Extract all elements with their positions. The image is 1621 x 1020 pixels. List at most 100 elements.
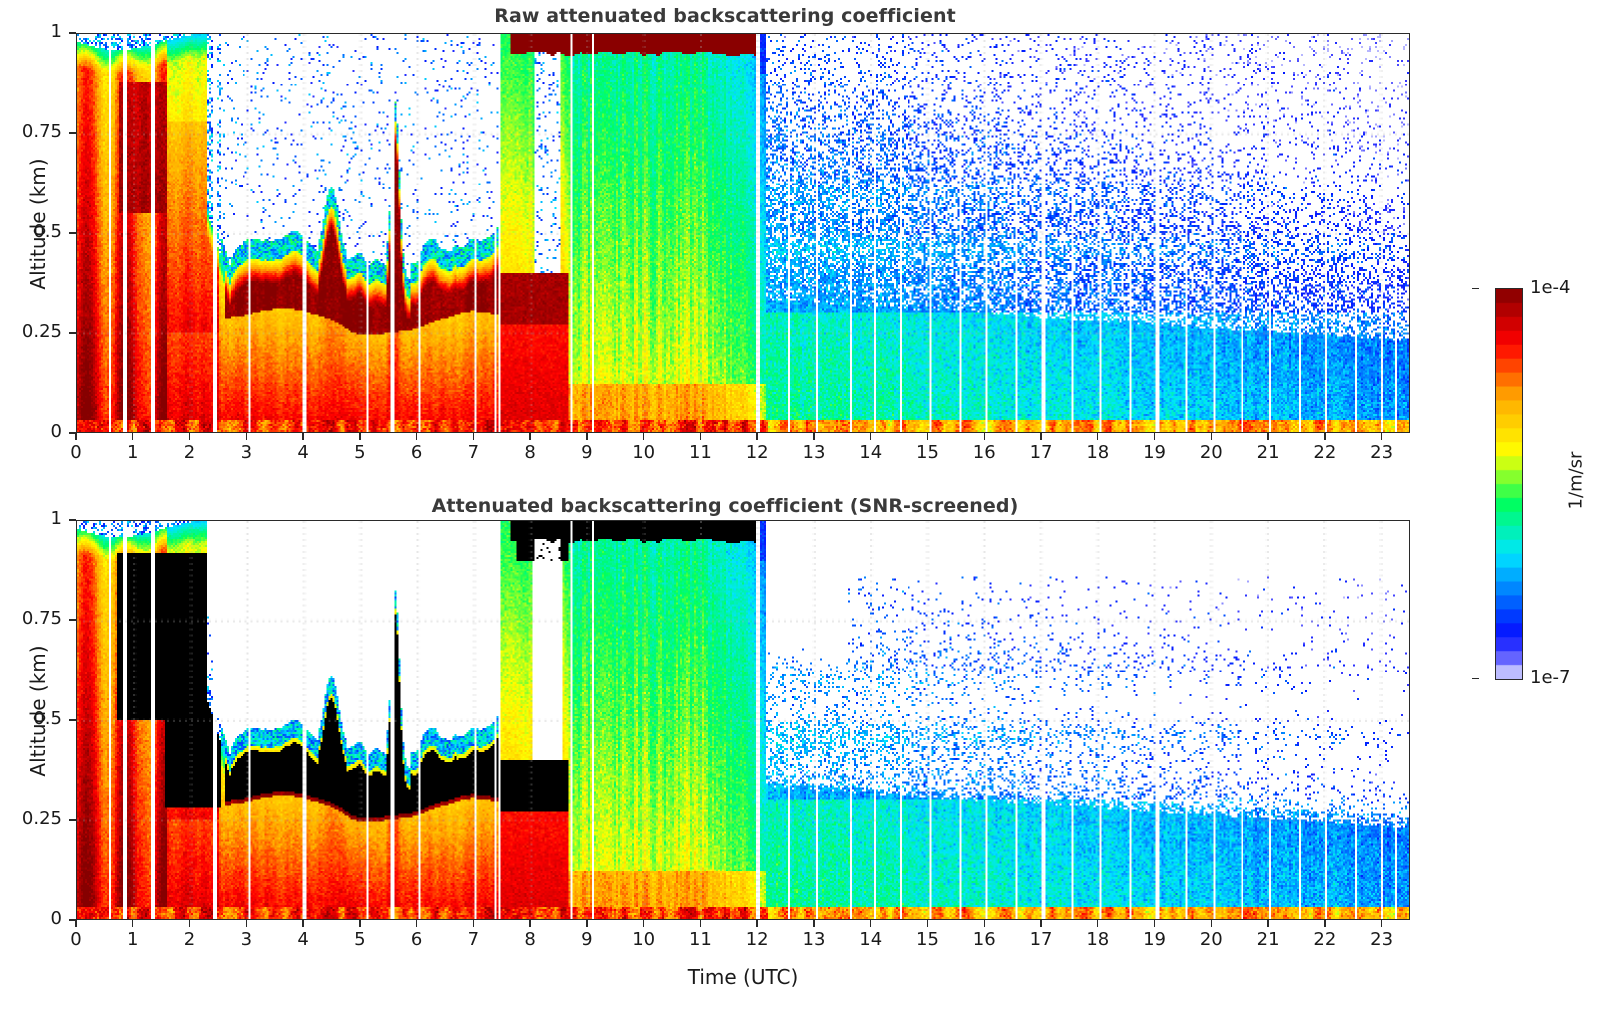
x-tickmark bbox=[529, 920, 531, 927]
panel-screened-plot-area[interactable] bbox=[76, 520, 1410, 920]
x-tickmark bbox=[472, 920, 475, 927]
x-tickmark bbox=[359, 433, 361, 440]
x-tick-label: 18 bbox=[1086, 442, 1110, 463]
x-tickmark bbox=[1210, 920, 1212, 927]
x-tickmark bbox=[1153, 920, 1156, 927]
x-tick-label: 6 bbox=[410, 929, 423, 950]
colorbar: 1e-4 1e-7 1/m/sr bbox=[1472, 277, 1621, 690]
x-tick-label: 6 bbox=[410, 442, 423, 463]
y-tickmark bbox=[69, 332, 76, 334]
x-tick-label: 9 bbox=[581, 929, 593, 950]
x-tick-label: 0 bbox=[70, 442, 82, 463]
y-tick-label: 0 bbox=[50, 421, 62, 442]
panel-screened: Attenuated backscattering coefficient (S… bbox=[0, 487, 1450, 1020]
x-tick-label: 16 bbox=[972, 929, 996, 950]
x-tick-label: 11 bbox=[688, 929, 712, 950]
panel-raw: Raw attenuated backscattering coefficien… bbox=[0, 0, 1450, 480]
x-tickmark bbox=[1097, 920, 1099, 927]
x-tickmark bbox=[1097, 433, 1099, 440]
x-tick-label: 2 bbox=[183, 442, 196, 463]
x-tickmark bbox=[642, 433, 645, 440]
x-tick-label: 14 bbox=[859, 929, 883, 950]
x-tickmark bbox=[983, 920, 985, 927]
x-tick-label: 9 bbox=[581, 442, 593, 463]
x-tickmark bbox=[699, 433, 702, 440]
x-tick-label: 12 bbox=[745, 929, 769, 950]
x-tick-label: 22 bbox=[1313, 442, 1337, 463]
x-tick-label: 10 bbox=[632, 929, 656, 950]
panel-screened-title: Attenuated backscattering coefficient (S… bbox=[431, 495, 1019, 517]
y-tick-label: 0.5 bbox=[33, 221, 62, 242]
x-tickmark bbox=[529, 433, 531, 440]
colorbar-gradient bbox=[1495, 288, 1523, 680]
x-tickmark bbox=[983, 433, 985, 440]
x-tick-label: 14 bbox=[859, 442, 883, 463]
y-tick-label: 0.5 bbox=[33, 708, 62, 729]
x-tickmark bbox=[1267, 920, 1269, 927]
x-tick-label: 20 bbox=[1199, 929, 1223, 950]
y-tickmark bbox=[69, 919, 76, 921]
x-tickmark bbox=[472, 433, 475, 440]
x-tick-label: 19 bbox=[1143, 929, 1166, 950]
x-tick-label: 19 bbox=[1143, 442, 1166, 463]
x-tick-label: 13 bbox=[802, 442, 826, 463]
x-tick-label: 11 bbox=[688, 442, 712, 463]
x-tickmark bbox=[642, 920, 645, 927]
x-tickmark bbox=[415, 433, 418, 440]
x-tick-label: 1 bbox=[127, 442, 139, 463]
x-tickmark bbox=[1267, 433, 1269, 440]
x-tickmark bbox=[245, 433, 247, 440]
x-tickmark bbox=[188, 433, 191, 440]
colorbar-unit-label: 1/m/sr bbox=[1565, 451, 1587, 510]
x-tick-label: 8 bbox=[524, 929, 536, 950]
x-tickmark bbox=[75, 920, 77, 927]
x-tick-label: 15 bbox=[916, 929, 939, 950]
x-tick-label: 2 bbox=[183, 929, 196, 950]
y-tickmark bbox=[69, 32, 76, 34]
y-tickmark bbox=[69, 719, 76, 721]
x-tickmark bbox=[245, 920, 247, 927]
x-tick-label: 5 bbox=[354, 442, 366, 463]
colorbar-max-label: 1e-4 bbox=[1530, 277, 1571, 298]
x-tickmark bbox=[870, 433, 872, 440]
x-tickmark bbox=[586, 920, 588, 927]
y-tick-label: 1 bbox=[50, 508, 62, 529]
x-tick-label: 16 bbox=[972, 442, 996, 463]
x-tick-label: 20 bbox=[1199, 442, 1223, 463]
x-tickmark bbox=[302, 920, 304, 927]
y-tick-label: 0.75 bbox=[21, 608, 62, 629]
y-tickmark bbox=[69, 132, 76, 134]
x-tickmark bbox=[1324, 433, 1326, 440]
x-tickmark bbox=[1040, 920, 1042, 927]
x-tickmark bbox=[1040, 433, 1042, 440]
x-tick-label: 12 bbox=[745, 442, 769, 463]
x-tickmark bbox=[813, 920, 815, 927]
x-tick-label: 10 bbox=[632, 442, 656, 463]
colorbar-tick-min bbox=[1472, 678, 1479, 680]
x-tick-label: 3 bbox=[240, 929, 253, 950]
y-tick-label: 0.75 bbox=[21, 121, 62, 142]
x-tickmark bbox=[188, 920, 191, 927]
x-tick-label: 4 bbox=[297, 929, 309, 950]
x-tick-label: 21 bbox=[1256, 929, 1280, 950]
x-tick-label: 17 bbox=[1029, 442, 1053, 463]
x-tickmark bbox=[756, 433, 758, 440]
x-tick-label: 18 bbox=[1086, 929, 1110, 950]
x-tick-label: 7 bbox=[467, 442, 480, 463]
x-tickmark bbox=[1153, 433, 1156, 440]
x-tickmark bbox=[1380, 920, 1383, 927]
y-tick-label: 1 bbox=[50, 21, 62, 42]
x-tickmark bbox=[926, 433, 929, 440]
x-tickmark bbox=[926, 920, 929, 927]
x-tick-label: 17 bbox=[1029, 929, 1053, 950]
x-tickmark bbox=[1380, 433, 1383, 440]
x-tickmark bbox=[132, 433, 134, 440]
x-tick-label: 23 bbox=[1370, 442, 1394, 463]
x-tickmark bbox=[1324, 920, 1326, 927]
panel-raw-plot-area[interactable] bbox=[76, 33, 1410, 433]
x-tick-label: 15 bbox=[916, 442, 939, 463]
x-tickmark bbox=[359, 920, 361, 927]
x-tickmark bbox=[813, 433, 815, 440]
x-tick-label: 4 bbox=[297, 442, 309, 463]
